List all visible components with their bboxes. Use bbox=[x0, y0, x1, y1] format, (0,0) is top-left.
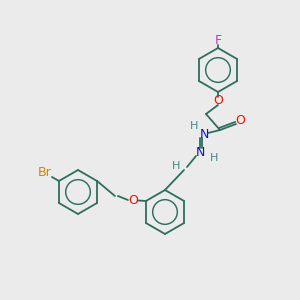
Text: F: F bbox=[214, 34, 222, 47]
Text: O: O bbox=[235, 113, 245, 127]
Text: Br: Br bbox=[38, 167, 52, 179]
Text: O: O bbox=[128, 194, 138, 206]
Text: H: H bbox=[190, 121, 198, 131]
Text: H: H bbox=[210, 153, 218, 163]
Text: N: N bbox=[199, 128, 209, 140]
Text: H: H bbox=[172, 161, 180, 171]
Text: O: O bbox=[213, 94, 223, 107]
Text: N: N bbox=[195, 146, 205, 158]
